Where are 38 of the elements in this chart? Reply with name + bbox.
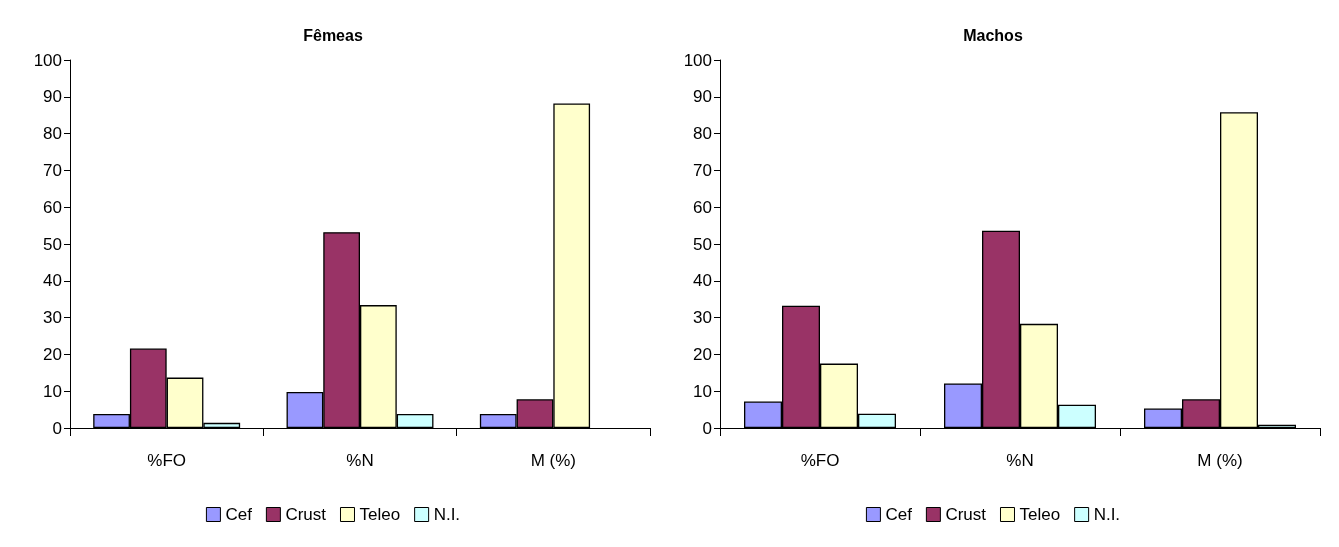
chart-title: Fêmeas [303, 26, 363, 44]
x-tick-label: %FO [147, 451, 187, 470]
y-tick-label: 100 [683, 50, 712, 70]
legend-label: Teleo [1019, 505, 1061, 524]
y-tick-label: 10 [693, 381, 712, 401]
legend-label: N.I. [433, 505, 461, 524]
y-tick-label: 80 [693, 124, 712, 144]
y-tick-label: 30 [43, 308, 62, 328]
y-tick-label: 60 [43, 197, 62, 217]
x-tick-label: %N [1006, 451, 1034, 470]
y-tick-label: 10 [43, 381, 62, 401]
legend-label: Teleo [359, 505, 401, 524]
legend-label: Cef [885, 505, 913, 524]
chart-title: Machos [963, 26, 1023, 44]
y-tick-label: 20 [43, 344, 62, 364]
y-tick-label: 100 [33, 50, 62, 70]
y-tick-label: 70 [43, 160, 62, 180]
legend-label: Cef [225, 505, 253, 524]
y-tick-label: 60 [693, 197, 712, 217]
x-tick-label: %FO [800, 451, 840, 470]
y-tick-label: 50 [43, 234, 62, 254]
y-tick-label: 20 [693, 344, 712, 364]
y-tick-label: 0 [702, 418, 712, 438]
x-tick-label: %N [346, 451, 374, 470]
x-tick-label: M (%) [1197, 451, 1243, 470]
y-tick-label: 50 [693, 234, 712, 254]
y-tick-label: 30 [693, 308, 712, 328]
x-tick-label: M (%) [530, 451, 576, 470]
legend-label: N.I. [1093, 505, 1121, 524]
y-tick-label: 40 [43, 271, 62, 291]
y-tick-label: 80 [43, 124, 62, 144]
legend-label: Crust [285, 505, 327, 524]
y-tick-label: 90 [43, 87, 62, 107]
y-tick-label: 90 [693, 87, 712, 107]
y-tick-label: 0 [52, 418, 62, 438]
y-tick-label: 40 [693, 271, 712, 291]
legend-label: Crust [945, 505, 987, 524]
y-tick-label: 70 [693, 160, 712, 180]
